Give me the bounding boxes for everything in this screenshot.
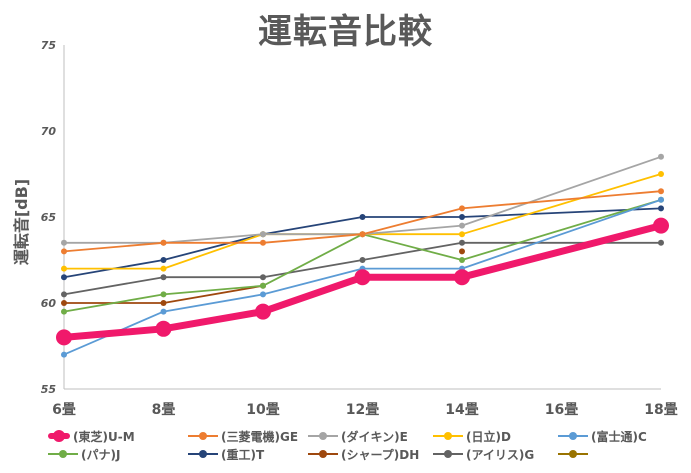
data-point	[260, 291, 266, 298]
legend-item: (アイリス)G	[433, 446, 534, 462]
data-point	[658, 188, 664, 195]
legend-item: (ダイキン)E	[308, 428, 408, 444]
data-point	[61, 265, 67, 272]
legend-label: (重工)T	[221, 447, 265, 462]
data-point	[160, 239, 167, 246]
y-tick-label: 60	[41, 297, 57, 310]
y-tick-label: 70	[41, 125, 57, 138]
legend-item: (三菱電機)GE	[188, 428, 298, 444]
data-point	[61, 308, 67, 315]
data-point	[61, 239, 67, 246]
legend-swatch	[48, 430, 70, 442]
data-point	[260, 231, 266, 238]
data-point	[459, 231, 465, 238]
y-tick-label: 55	[41, 383, 57, 396]
data-point	[61, 300, 67, 306]
legend-label: (東芝)U-M	[73, 429, 135, 444]
legend-item: (シャープ)DH	[308, 446, 419, 462]
legend-item	[558, 446, 591, 462]
legend-swatch	[188, 432, 218, 440]
legend-item: (パナ)J	[48, 446, 120, 462]
legend-item: (日立)D	[433, 428, 511, 444]
series-line	[63, 198, 662, 356]
x-tick-label: 16畳	[545, 402, 578, 418]
data-point	[459, 248, 465, 255]
data-point	[260, 282, 266, 289]
legend-label: (アイリス)G	[466, 447, 535, 462]
data-point	[155, 320, 172, 337]
y-tick-label: 65	[41, 211, 57, 224]
chart-title: 運転音比較	[258, 12, 433, 52]
legend-swatch	[188, 450, 218, 458]
data-point	[56, 329, 72, 346]
x-tick-label: 8畳	[152, 402, 176, 418]
data-point	[459, 214, 465, 220]
x-tick-label: 12畳	[346, 402, 379, 418]
legend-swatch	[433, 450, 463, 458]
data-point	[260, 239, 266, 246]
series-line	[63, 241, 661, 296]
data-point	[160, 265, 167, 272]
legend-label: (パナ)J	[81, 447, 121, 462]
data-point	[459, 257, 465, 263]
data-point	[61, 248, 67, 255]
data-point	[61, 351, 67, 358]
data-point	[61, 291, 67, 298]
data-point	[653, 217, 669, 234]
data-point	[658, 153, 664, 160]
series-line	[63, 207, 662, 279]
data-point	[160, 308, 167, 315]
data-point	[160, 257, 167, 263]
data-point	[459, 205, 465, 212]
legend-label: (富士通)C	[591, 429, 647, 444]
legend-swatch	[558, 432, 588, 440]
series-line	[64, 155, 662, 244]
data-point	[658, 239, 664, 246]
x-tick-label: 10畳	[246, 402, 279, 418]
legend-item: (東芝)U-M	[48, 428, 135, 444]
data-point	[61, 274, 67, 281]
data-point	[260, 274, 266, 281]
data-point	[359, 214, 366, 220]
data-point	[160, 300, 167, 306]
legend-swatch	[558, 450, 588, 458]
legend-swatch	[308, 432, 338, 440]
legend-swatch	[433, 432, 463, 440]
data-point	[658, 205, 664, 212]
legend-label: (シャープ)DH	[341, 447, 420, 462]
legend-item: (富士通)C	[558, 428, 647, 444]
data-point	[459, 239, 465, 246]
data-point	[454, 269, 470, 286]
data-point	[354, 269, 371, 286]
data-point	[658, 171, 664, 177]
line-chart: 55 60 65 70 75 6畳 8畳 10畳 12畳 14畳 16畳 18畳	[41, 39, 678, 418]
data-point	[658, 196, 664, 203]
data-point	[359, 257, 366, 263]
legend-label: (三菱電機)GE	[221, 429, 299, 444]
data-point	[459, 222, 465, 229]
data-point	[160, 291, 167, 298]
legend-swatch	[308, 450, 338, 458]
legend-item: (重工)T	[188, 446, 264, 462]
legend-label: (日立)D	[466, 429, 511, 444]
legend-label: (ダイキン)E	[341, 429, 408, 444]
series-line	[63, 198, 662, 313]
x-tick-label: 6畳	[52, 402, 76, 418]
legend-swatch	[48, 450, 78, 458]
x-tick-label: 18畳	[644, 402, 677, 418]
data-point	[160, 274, 167, 281]
data-point	[359, 231, 366, 238]
series-line	[63, 190, 662, 253]
data-point	[255, 303, 271, 320]
series-line	[63, 222, 662, 341]
y-tick-label: 75	[41, 39, 57, 52]
x-tick-label: 14畳	[445, 402, 478, 418]
